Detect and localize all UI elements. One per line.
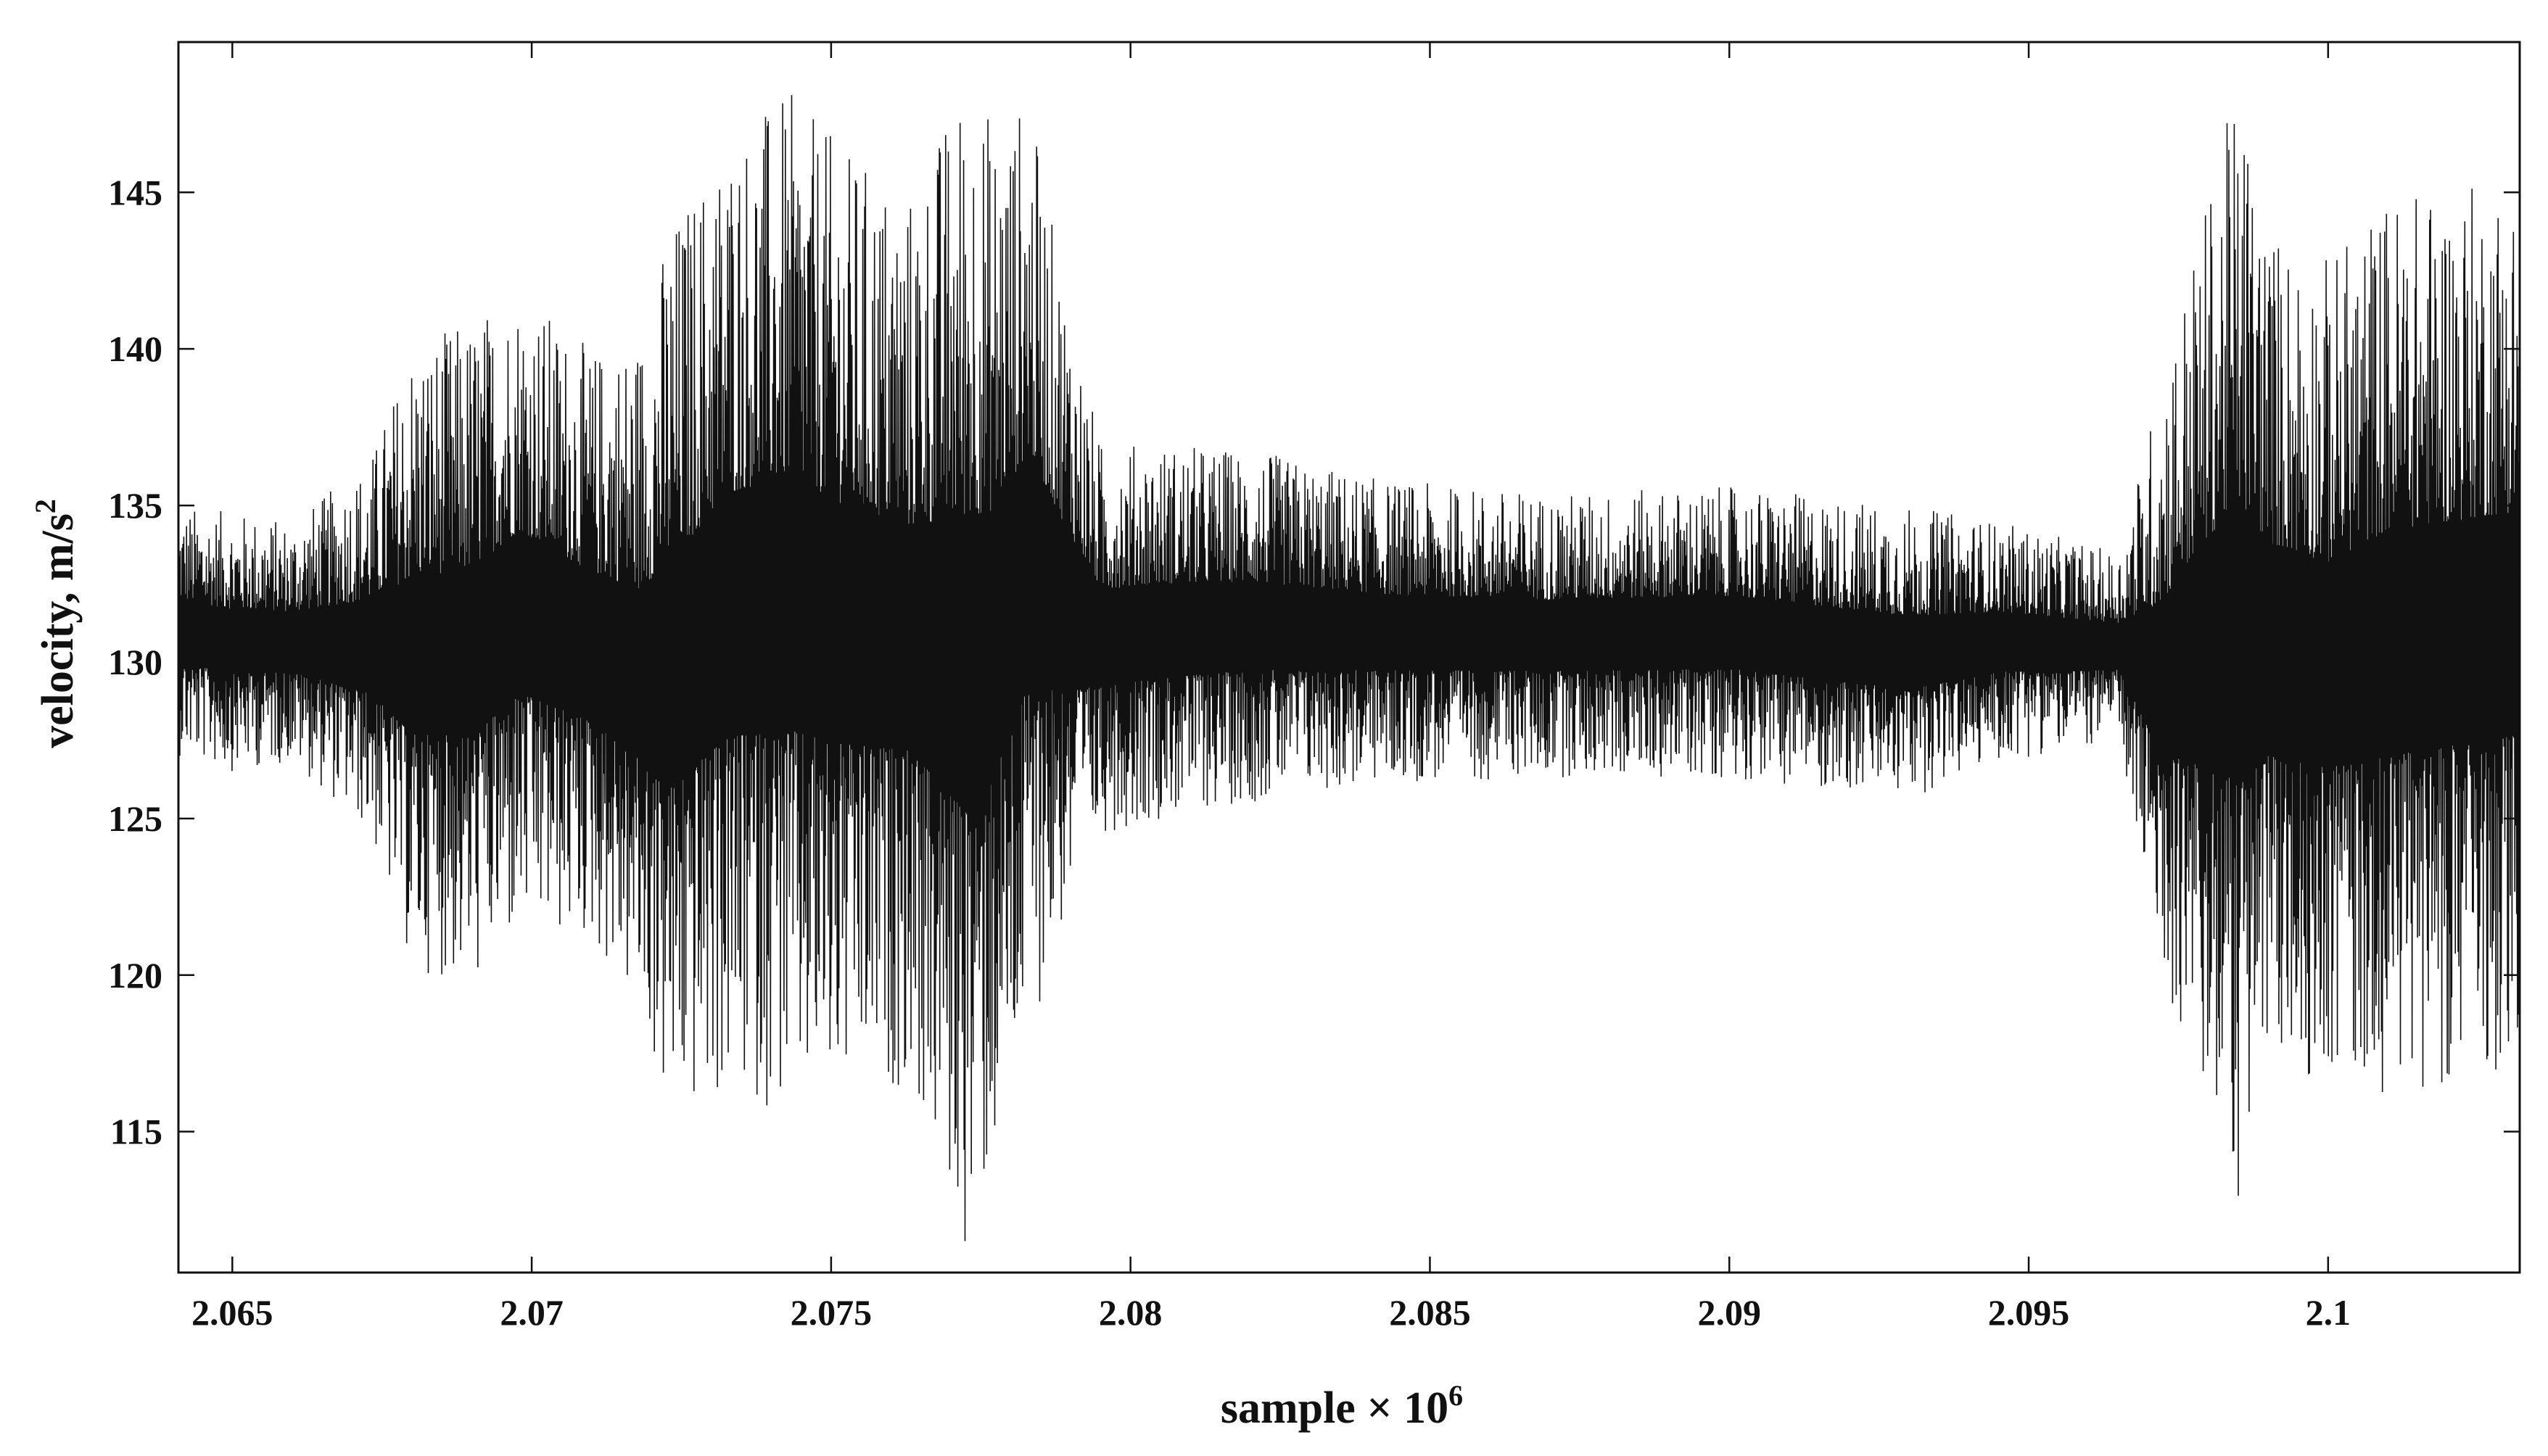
x-axis-label-exponent: 6 <box>1448 1379 1463 1412</box>
x-axis-ticks: 2.065 2.07 2.075 2.08 2.085 2.09 2.095 2.1 <box>191 42 2351 1333</box>
signal-line <box>178 95 2520 1241</box>
x-axis-label-text: sample × 10 <box>1221 1383 1448 1433</box>
y-tick-label: 115 <box>110 1112 162 1152</box>
x-tick-label: 2.1 <box>2306 1292 2351 1333</box>
x-tick-label: 2.075 <box>791 1292 873 1333</box>
y-tick-label: 145 <box>108 172 162 212</box>
y-tick-label: 130 <box>108 642 162 682</box>
x-tick-label: 2.085 <box>1389 1292 1471 1333</box>
y-tick-label: 140 <box>108 328 162 369</box>
x-tick-label: 2.095 <box>1988 1292 2070 1333</box>
y-axis-ticks: 115 120 125 130 135 140 145 <box>108 172 2520 1152</box>
x-axis-label: sample × 106 <box>1221 1379 1463 1433</box>
y-axis-label-text: velocity, m/s <box>33 513 83 748</box>
x-tick-label: 2.065 <box>191 1292 273 1333</box>
x-tick-label: 2.09 <box>1697 1292 1761 1333</box>
y-tick-label: 135 <box>108 485 162 526</box>
y-axis-label: velocity, m/s2 <box>29 499 83 748</box>
y-axis-label-exponent: 2 <box>29 499 62 513</box>
x-tick-label: 2.08 <box>1099 1292 1163 1333</box>
signal-layer <box>178 95 2520 1241</box>
y-tick-label: 125 <box>108 798 162 839</box>
x-tick-label: 2.07 <box>500 1292 564 1333</box>
y-tick-label: 120 <box>108 955 162 996</box>
